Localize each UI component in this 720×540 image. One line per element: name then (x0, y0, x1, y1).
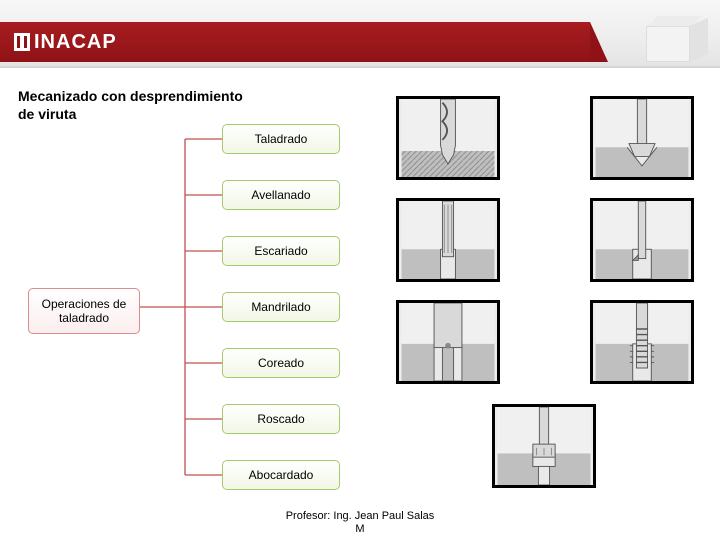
leaf-taladrado: Taladrado (222, 124, 340, 154)
thumb-escariado (396, 198, 500, 282)
leaf-coreado: Coreado (222, 348, 340, 378)
leaf-avellanado: Avellanado (222, 180, 340, 210)
leaf-mandrilado: Mandrilado (222, 292, 340, 322)
brand-bar: INACAP (0, 22, 590, 62)
page-title: Mecanizado con desprendimiento de viruta (18, 88, 248, 123)
diagram-root-node: Operaciones de taladrado (28, 288, 140, 334)
leaf-escariado: Escariado (222, 236, 340, 266)
brand-logo-mark (14, 33, 30, 51)
header-cube-decoration (646, 16, 708, 62)
leaf-abocardado: Abocardado (222, 460, 340, 490)
footer-line1: Profesor: Ing. Jean Paul Salas (286, 510, 435, 522)
thumb-taladrado (396, 96, 500, 180)
header: INACAP (0, 0, 720, 68)
slide-footer: Profesor: Ing. Jean Paul Salas M (0, 510, 720, 536)
thumb-avellanado (590, 96, 694, 180)
thumb-roscado (590, 300, 694, 384)
brand-name: INACAP (34, 31, 117, 54)
thumb-coreado (396, 300, 500, 384)
leaf-roscado: Roscado (222, 404, 340, 434)
footer-line2: M (355, 523, 364, 535)
thumb-abocardado (492, 404, 596, 488)
brand-logo: INACAP (14, 31, 117, 54)
thumb-mandrilado (590, 198, 694, 282)
